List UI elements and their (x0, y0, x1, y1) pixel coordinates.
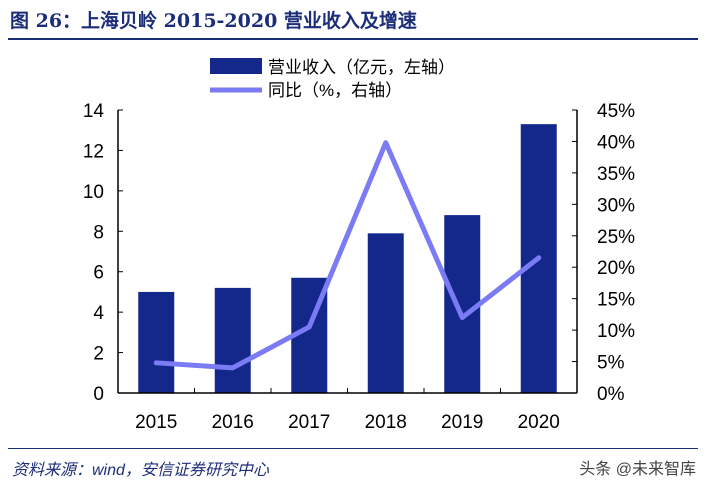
left-tick-label: 2 (93, 344, 104, 365)
footer-rule (8, 448, 698, 449)
title-rule (8, 38, 698, 40)
bar-2018 (367, 233, 404, 393)
right-tick-label: 20% (597, 258, 635, 279)
right-tick-label: 35% (597, 164, 635, 185)
left-tick-label: 8 (93, 222, 104, 243)
left-tick-label: 0 (93, 384, 104, 405)
chart: 0 2 4 6 8 10 12 14 0% 5% 10% 15% 20% 25% 30% 35% 40% 45% 2… (83, 58, 635, 433)
right-tick-label: 30% (597, 195, 635, 216)
bar-2019 (444, 215, 481, 393)
watermark: 头条 @未来智库 (579, 461, 696, 478)
bar-2016 (214, 287, 251, 393)
x-tick-label: 2018 (365, 412, 407, 433)
legend-bar-swatch (210, 58, 262, 74)
legend-bar-label: 营业收入（亿元，左轴） (268, 58, 455, 77)
left-tick-label: 14 (83, 101, 105, 122)
left-tick-label: 10 (83, 182, 104, 203)
left-tick-label: 4 (93, 303, 104, 324)
legend-line-label: 同比（%，右轴） (268, 81, 402, 100)
right-tick-label: 15% (597, 290, 635, 311)
right-tick-label: 40% (597, 132, 635, 153)
x-tick-label: 2019 (441, 412, 483, 433)
source-note: 资料来源：wind，安信证券研究中心 (12, 462, 269, 479)
right-tick-label: 5% (597, 353, 625, 374)
right-tick-label: 25% (597, 227, 635, 248)
x-tick-label: 2015 (135, 412, 177, 433)
right-tick-label: 45% (597, 101, 635, 122)
right-tick-label: 0% (597, 384, 625, 405)
chart-title: 图 26：上海贝岭 2015-2020 营业收入及增速 (10, 10, 417, 32)
right-tick-label: 10% (597, 321, 635, 342)
x-tick-label: 2016 (212, 412, 254, 433)
bar-2015 (138, 291, 175, 393)
x-tick-label: 2017 (288, 412, 330, 433)
left-tick-label: 12 (83, 141, 104, 162)
x-tick-label: 2020 (518, 412, 560, 433)
growth-line (153, 140, 542, 371)
left-tick-label: 6 (93, 263, 104, 284)
